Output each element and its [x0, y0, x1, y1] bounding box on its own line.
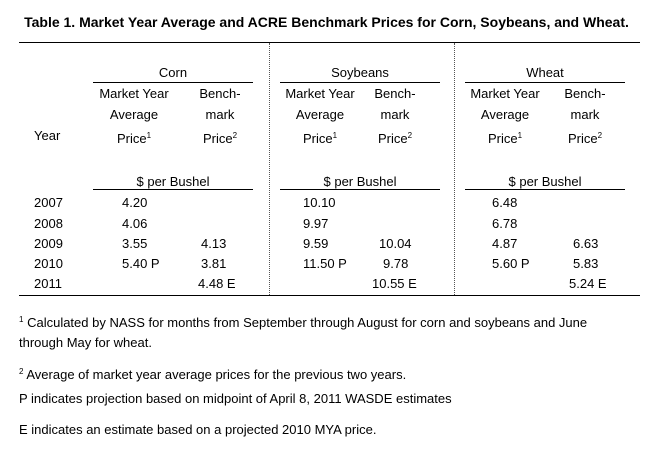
value-cell: 5.40 P — [122, 256, 160, 271]
corn-group-rule — [93, 82, 253, 83]
value-cell: 4.87 — [492, 236, 518, 251]
value-cell: 3.81 — [201, 256, 227, 271]
year-cell: 2010 — [34, 256, 63, 271]
column-header-benchmark: Bench- mark Price2 — [374, 86, 416, 146]
group-header-soybeans: Soybeans — [331, 65, 389, 80]
top-rule — [19, 42, 640, 43]
unit-label-wheat: $ per Bushel — [508, 174, 582, 189]
year-header: Year — [34, 128, 61, 143]
year-cell: 2009 — [34, 236, 63, 251]
column-header-benchmark: Bench- mark Price2 — [199, 86, 241, 146]
value-cell: 4.48 E — [198, 276, 236, 291]
value-cell: 5.24 E — [569, 276, 607, 291]
corn-unit-rule — [93, 189, 253, 190]
column-divider — [269, 43, 270, 295]
year-cell: 2008 — [34, 216, 63, 231]
value-cell: 6.63 — [573, 236, 599, 251]
year-cell: 2011 — [34, 276, 62, 291]
value-cell: 4.13 — [201, 236, 227, 251]
wheat-unit-rule — [465, 189, 625, 190]
year-cell: 2007 — [34, 195, 63, 210]
bottom-rule — [19, 295, 640, 296]
estimate-note: E indicates an estimate based on a proje… — [19, 422, 377, 437]
soybeans-group-rule — [280, 82, 440, 83]
value-cell: 9.97 — [303, 216, 329, 231]
value-cell: 4.20 — [122, 195, 148, 210]
table-title: Table 1. Market Year Average and ACRE Be… — [24, 14, 629, 30]
group-header-corn: Corn — [158, 65, 188, 80]
footnote-2: 2 Average of market year average prices … — [19, 367, 407, 382]
value-cell: 9.59 — [303, 236, 329, 251]
wheat-group-rule — [465, 82, 625, 83]
unit-label-corn: $ per Bushel — [136, 174, 210, 189]
value-cell: 11.50 P — [303, 256, 347, 271]
value-cell: 10.04 — [379, 236, 412, 251]
projection-note: P indicates projection based on midpoint… — [19, 391, 452, 406]
soybeans-unit-rule — [280, 189, 440, 190]
column-divider — [454, 43, 455, 295]
value-cell: 3.55 — [122, 236, 148, 251]
value-cell: 6.78 — [492, 216, 518, 231]
unit-label-soybeans: $ per Bushel — [323, 174, 397, 189]
column-header-benchmark: Bench- mark Price2 — [564, 86, 606, 146]
value-cell: 10.10 — [303, 195, 336, 210]
value-cell: 4.06 — [122, 216, 148, 231]
group-header-wheat: Wheat — [526, 65, 564, 80]
value-cell: 9.78 — [383, 256, 409, 271]
column-header-mya: Market Year Average Price1 — [99, 86, 169, 146]
value-cell: 5.60 P — [492, 256, 530, 271]
column-header-mya: Market Year Average Price1 — [285, 86, 355, 146]
value-cell: 6.48 — [492, 195, 518, 210]
value-cell: 5.83 — [573, 256, 599, 271]
footnote-1: 1 Calculated by NASS for months from Sep… — [19, 315, 588, 350]
value-cell: 10.55 E — [372, 276, 417, 291]
column-header-mya: Market Year Average Price1 — [470, 86, 540, 146]
